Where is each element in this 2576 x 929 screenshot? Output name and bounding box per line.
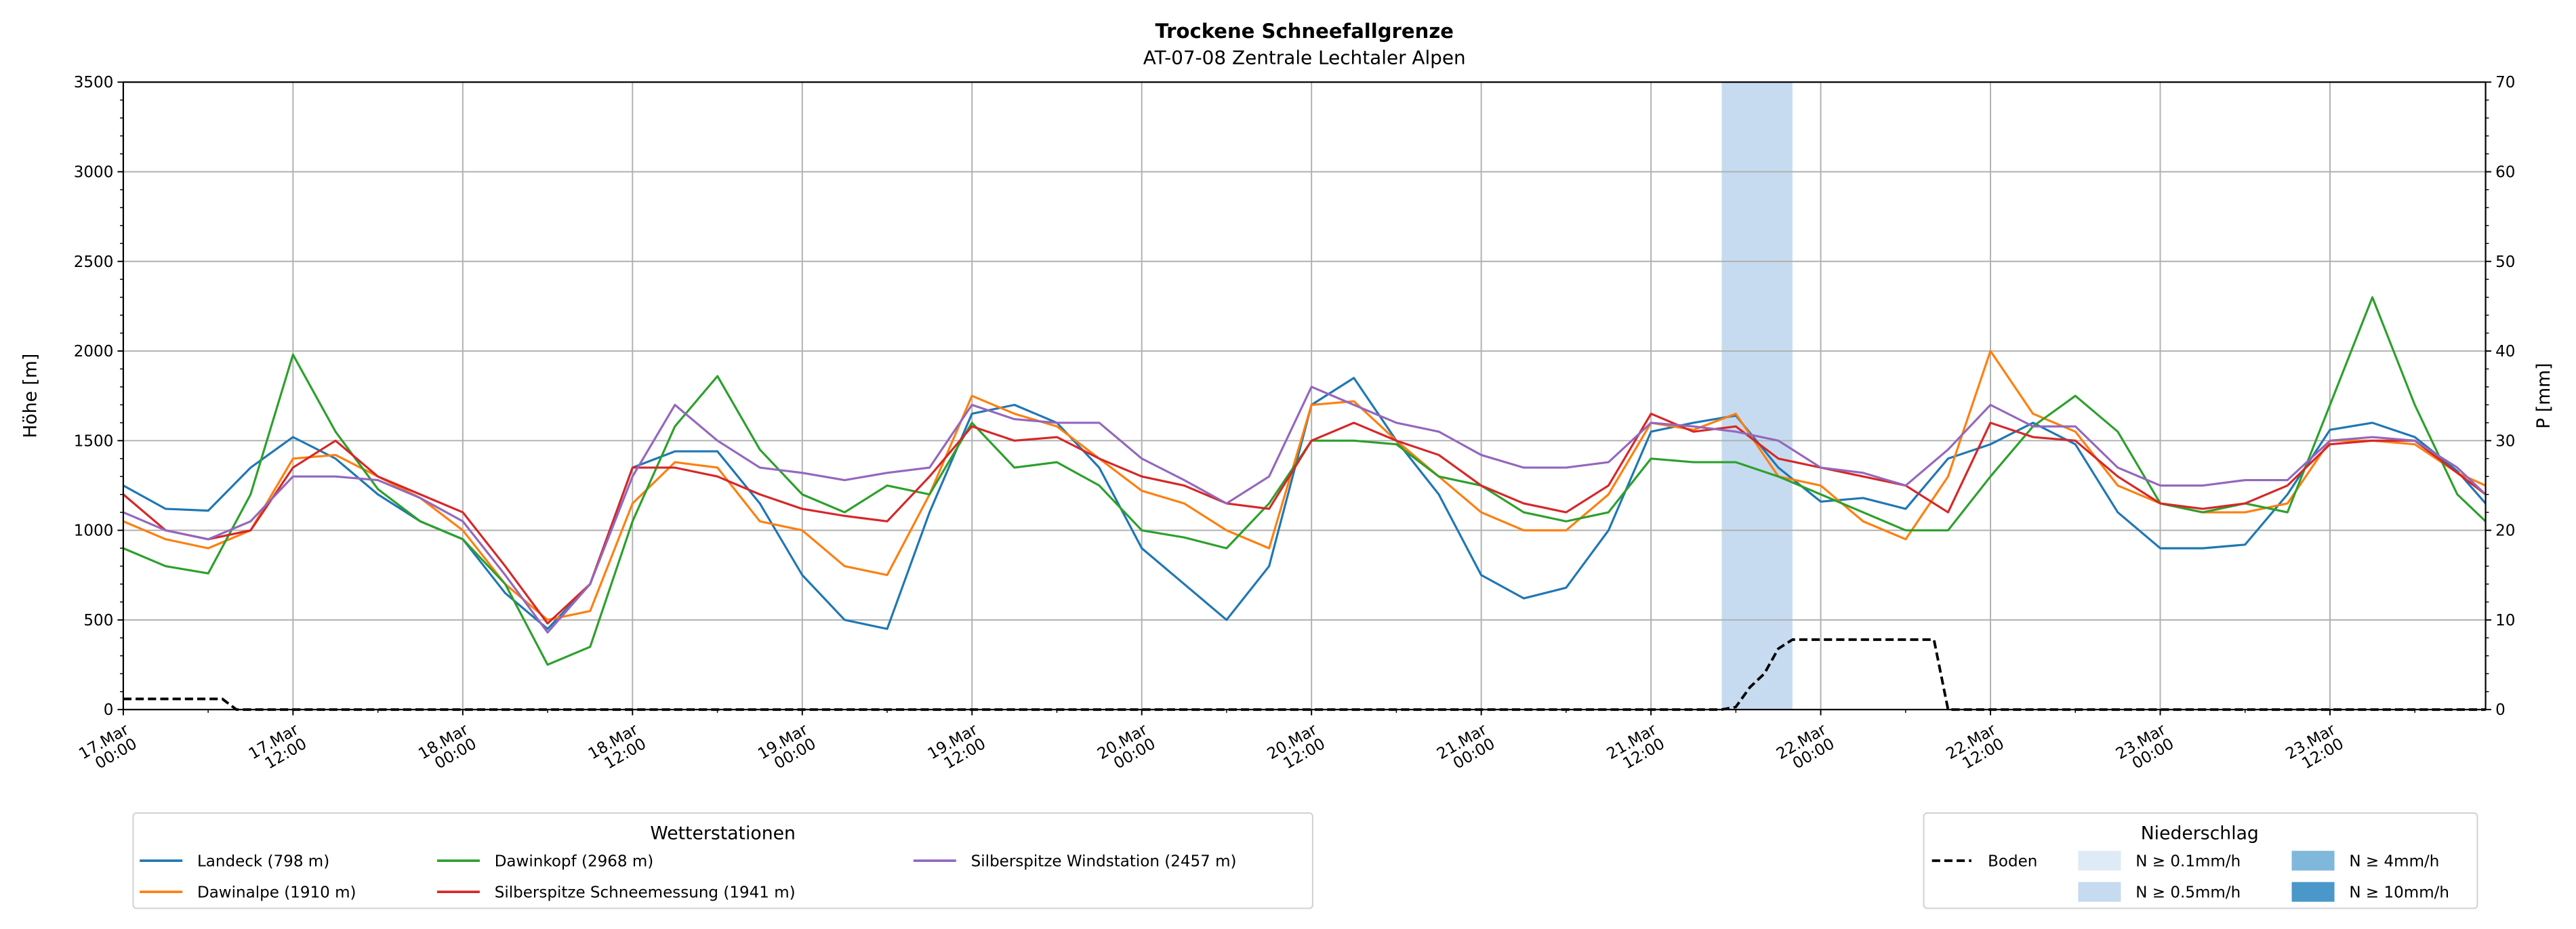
precip-band bbox=[1721, 82, 1793, 710]
series-line bbox=[123, 377, 2487, 630]
legend-stations-title: Wetterstationen bbox=[650, 823, 796, 844]
y-right-tick-label: 0 bbox=[2495, 701, 2506, 719]
legend-label: Silberspitze Schneemessung (1941 m) bbox=[495, 884, 796, 901]
legend-label: N ≥ 10mm/h bbox=[2349, 884, 2449, 901]
series-line bbox=[122, 413, 2487, 625]
series-line bbox=[123, 296, 2487, 666]
x-tick-label: 19.Mar00:00 bbox=[755, 721, 819, 778]
legend-label: Silberspitze Windstation (2457 m) bbox=[971, 852, 1237, 870]
y-right-tick-label: 70 bbox=[2495, 74, 2515, 91]
y-right-tick-label: 60 bbox=[2495, 163, 2515, 181]
x-tick-label: 23.Mar12:00 bbox=[2283, 721, 2347, 778]
y-right-tick-label: 10 bbox=[2495, 612, 2515, 629]
legend-precip-frame bbox=[1923, 812, 2478, 909]
y-right-tick-label: 50 bbox=[2495, 253, 2515, 271]
x-tick-label: 20.Mar12:00 bbox=[1265, 721, 1329, 778]
precip-bands bbox=[1721, 82, 1793, 710]
series-line bbox=[123, 350, 2487, 621]
legend-label: N ≥ 4mm/h bbox=[2349, 852, 2439, 870]
legend-label: Dawinalpe (1910 m) bbox=[197, 884, 356, 901]
legend-label: N ≥ 0.5mm/h bbox=[2135, 884, 2241, 901]
grid bbox=[122, 81, 2486, 711]
x-tick-label: 22.Mar12:00 bbox=[1943, 721, 2007, 778]
y-tick-label: 1500 bbox=[74, 432, 114, 450]
precip-line-boden bbox=[123, 638, 2486, 711]
x-tick-label: 23.Mar00:00 bbox=[2113, 721, 2178, 778]
x-tick-label: 18.Mar00:00 bbox=[415, 721, 480, 778]
x-tick-label: 20.Mar00:00 bbox=[1095, 721, 1159, 778]
x-tick-label: 19.Mar12:00 bbox=[925, 721, 989, 778]
legend-precip: Niederschlag Boden N ≥ 0.1mm/h N ≥ 0.5mm/h… bbox=[1923, 812, 2478, 909]
y-tick-label: 3500 bbox=[74, 74, 114, 91]
plot-frame bbox=[122, 81, 2487, 711]
x-tick-label: 21.Mar12:00 bbox=[1603, 721, 1668, 778]
legend-patch-swatch bbox=[2078, 850, 2121, 871]
x-tick-label: 17.Mar12:00 bbox=[246, 721, 310, 778]
y-right-tick-label: 20 bbox=[2495, 522, 2515, 540]
y-axis-right-label: P [mm] bbox=[2533, 363, 2554, 429]
legend-label: Landeck (798 m) bbox=[197, 852, 329, 870]
y-right-tick-label: 40 bbox=[2495, 343, 2515, 360]
legend-label: Boden bbox=[1988, 852, 2037, 870]
chart-title: Trockene Schneefallgrenze bbox=[1155, 20, 1453, 43]
legend-precip-title: Niederschlag bbox=[2141, 823, 2259, 844]
y-axis-label: Höhe [m] bbox=[20, 354, 41, 438]
x-tick-label: 22.Mar00:00 bbox=[1774, 721, 1838, 778]
y-tick-label: 500 bbox=[83, 612, 113, 629]
y-tick-label: 3000 bbox=[74, 163, 114, 181]
series-lines bbox=[122, 296, 2487, 711]
chart-subtitle: AT-07-08 Zentrale Lechtaler Alpen bbox=[1143, 47, 1466, 69]
y-tick-label: 2500 bbox=[74, 253, 114, 271]
y-tick-label: 0 bbox=[104, 701, 114, 719]
series-line bbox=[123, 386, 2487, 634]
y-tick-label: 2000 bbox=[74, 343, 114, 360]
legend-patch-swatch bbox=[2078, 882, 2121, 902]
legend-label: N ≥ 0.1mm/h bbox=[2135, 852, 2241, 870]
legend-stations: Wetterstationen Landeck (798 m) Dawinalpe… bbox=[132, 812, 1313, 909]
legend-patch-swatch bbox=[2291, 882, 2335, 902]
axes: 0 500 1000 1500 2000 2500 3000 3500 0 10 20 30 40 50 6… bbox=[74, 74, 2516, 778]
y-tick-label: 1000 bbox=[74, 522, 114, 540]
y-right-tick-label: 30 bbox=[2495, 432, 2515, 450]
legend-label: Dawinkopf (2968 m) bbox=[495, 852, 654, 870]
legend-stations-frame bbox=[132, 812, 1313, 909]
x-tick-label: 21.Mar00:00 bbox=[1434, 721, 1498, 778]
x-tick-label: 17.Mar00:00 bbox=[76, 721, 140, 778]
legend-patch-swatch bbox=[2291, 850, 2335, 871]
x-tick-label: 18.Mar12:00 bbox=[586, 721, 650, 778]
